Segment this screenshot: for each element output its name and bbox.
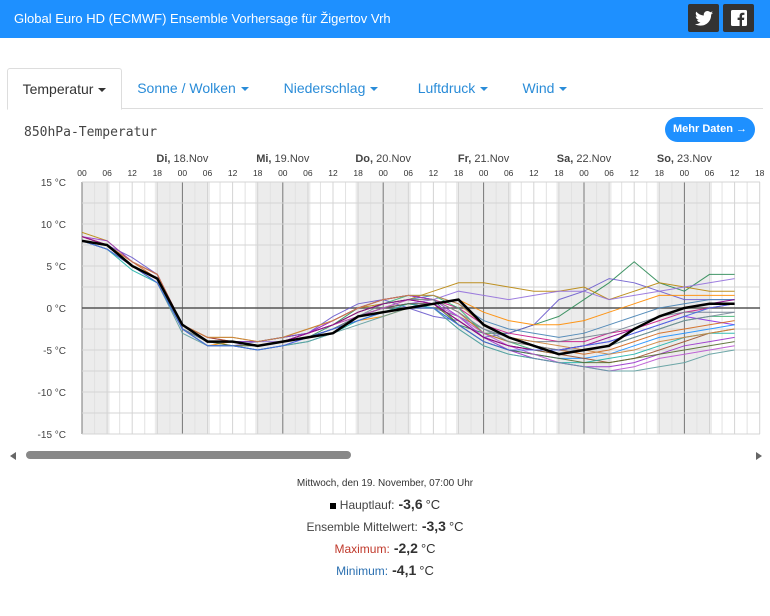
tooltip-info-panel: Mittwoch, den 19. November, 07:00 Uhr Ha… (0, 478, 770, 581)
unit: °C (420, 541, 436, 556)
facebook-icon (730, 10, 747, 26)
scroll-left-arrow-icon[interactable] (10, 452, 16, 460)
hauptlauf-label: Hauptlauf: (339, 498, 395, 512)
chart-scrollbar[interactable] (10, 449, 762, 463)
chevron-down-icon (559, 87, 568, 92)
mittelwert-label: Ensemble Mittelwert: (306, 520, 418, 534)
hour-tick-label: 12 (629, 168, 639, 178)
chevron-down-icon (370, 87, 379, 92)
tab-label: Luftdruck (417, 80, 476, 96)
hour-tick-label: 06 (504, 168, 514, 178)
hour-tick-label: 00 (378, 168, 388, 178)
hour-tick-label: 06 (102, 168, 112, 178)
day-label: Do, 20.Nov (355, 153, 411, 165)
page-title: Global Euro HD (ECMWF) Ensemble Vorhersa… (14, 11, 391, 26)
hour-tick-label: 06 (705, 168, 715, 178)
maximum-value: -2,2 (393, 540, 418, 556)
y-tick-label: 0 °C (46, 304, 66, 315)
hour-tick-label: 12 (328, 168, 338, 178)
app-header: Global Euro HD (ECMWF) Ensemble Vorhersa… (0, 0, 770, 38)
tab-label: Temperatur (22, 81, 94, 97)
day-label: So, 23.Nov (657, 153, 713, 165)
tab-label: Wind (522, 80, 555, 96)
chevron-down-icon (98, 88, 107, 93)
more-data-button[interactable]: Mehr Daten → (665, 117, 755, 142)
minimum-row: Minimum: -4,1 °C (0, 559, 770, 581)
tab-sonne-wolken[interactable]: Sonne / Wolken (134, 68, 252, 109)
hour-tick-label: 06 (604, 168, 614, 178)
tab-label: Sonne / Wolken (137, 80, 236, 96)
hour-tick-label: 18 (655, 168, 665, 178)
y-tick-label: 15 °C (41, 178, 66, 189)
chart-title: 850hPa-Temperatur (24, 125, 158, 140)
hour-tick-label: 00 (77, 168, 87, 178)
y-tick-label: -10 °C (38, 388, 66, 399)
main-run-line (82, 239, 735, 356)
tab-bar: Temperatur Sonne / Wolken Niederschlag L… (7, 68, 763, 110)
hour-tick-label: 12 (529, 168, 539, 178)
y-tick-label: -15 °C (38, 430, 66, 441)
scroll-thumb[interactable] (26, 451, 351, 459)
maximum-row: Maximum: -2,2 °C (0, 537, 770, 559)
hour-tick-label: 12 (228, 168, 238, 178)
mittelwert-row: Ensemble Mittelwert: -3,3 °C (0, 515, 770, 537)
y-tick-label: -5 °C (43, 346, 66, 357)
hour-tick-label: 06 (404, 168, 414, 178)
mittelwert-value: -3,3 (421, 518, 446, 534)
scroll-right-arrow-icon[interactable] (756, 452, 762, 460)
tab-wind[interactable]: Wind (519, 68, 571, 109)
unit: °C (425, 497, 441, 512)
unit: °C (419, 563, 434, 578)
hour-tick-label: 00 (579, 168, 589, 178)
tab-temperatur[interactable]: Temperatur (7, 68, 122, 110)
hour-tick-label: 18 (454, 168, 464, 178)
y-tick-label: 10 °C (41, 220, 66, 231)
chevron-down-icon (240, 87, 249, 92)
day-label: Fr, 21.Nov (458, 153, 510, 165)
hour-tick-label: 06 (203, 168, 213, 178)
y-tick-label: 5 °C (46, 262, 66, 273)
hour-tick-label: 12 (429, 168, 439, 178)
hour-tick-label: 18 (755, 168, 765, 178)
selected-datetime: Mittwoch, den 19. November, 07:00 Uhr (296, 478, 474, 489)
hour-tick-label: 12 (127, 168, 137, 178)
chevron-down-icon (480, 87, 489, 92)
hour-tick-label: 12 (730, 168, 740, 178)
day-label: Mi, 19.Nov (256, 153, 310, 165)
tab-niederschlag[interactable]: Niederschlag (279, 68, 383, 109)
tab-label: Niederschlag (283, 80, 366, 96)
hour-tick-label: 18 (554, 168, 564, 178)
hour-tick-label: 00 (178, 168, 188, 178)
hauptlauf-row: Hauptlauf: -3,6 °C (0, 493, 770, 515)
twitter-button[interactable] (688, 4, 719, 32)
minimum-value: -4,1 (392, 562, 417, 578)
hour-tick-label: 00 (680, 168, 690, 178)
maximum-label: Maximum: (334, 542, 390, 556)
hour-tick-label: 18 (153, 168, 163, 178)
day-label: Sa, 22.Nov (557, 153, 612, 165)
twitter-icon (694, 10, 713, 26)
hour-tick-label: 18 (353, 168, 363, 178)
ensemble-chart: 15 °C 10 °C 5 °C 0 °C -5 °C -10 °C -15 °C 00 06 1… (38, 153, 765, 441)
main-run-marker-icon (329, 502, 336, 509)
unit: °C (448, 519, 464, 534)
hour-tick-label: 06 (303, 168, 313, 178)
hauptlauf-value: -3,6 (398, 496, 423, 512)
tab-luftdruck[interactable]: Luftdruck (410, 68, 496, 109)
day-label: Di, 18.Nov (156, 153, 208, 165)
hour-tick-label: 00 (479, 168, 489, 178)
minimum-label: Minimum: (336, 564, 389, 578)
hour-tick-label: 18 (253, 168, 263, 178)
hour-tick-label: 00 (278, 168, 288, 178)
facebook-button[interactable] (723, 4, 754, 32)
